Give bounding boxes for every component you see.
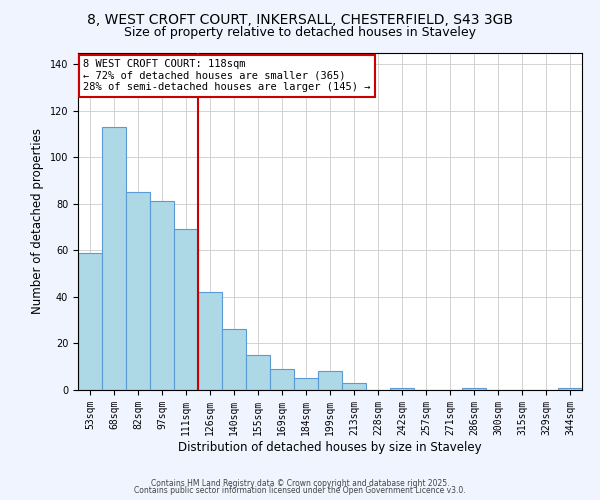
Bar [294,378,318,390]
Text: 8, WEST CROFT COURT, INKERSALL, CHESTERFIELD, S43 3GB: 8, WEST CROFT COURT, INKERSALL, CHESTERF… [87,12,513,26]
X-axis label: Distribution of detached houses by size in Staveley: Distribution of detached houses by size … [178,440,482,454]
Bar [198,292,222,390]
Bar [318,372,342,390]
Bar [270,369,294,390]
Y-axis label: Number of detached properties: Number of detached properties [31,128,44,314]
Bar [462,388,486,390]
Bar [174,230,198,390]
Text: Contains public sector information licensed under the Open Government Licence v3: Contains public sector information licen… [134,486,466,495]
Text: 8 WEST CROFT COURT: 118sqm
← 72% of detached houses are smaller (365)
28% of sem: 8 WEST CROFT COURT: 118sqm ← 72% of deta… [83,59,371,92]
Bar [78,252,102,390]
Bar [246,355,270,390]
Bar [102,127,126,390]
Bar [222,330,246,390]
Bar [150,202,174,390]
Bar [126,192,150,390]
Text: Size of property relative to detached houses in Staveley: Size of property relative to detached ho… [124,26,476,39]
Bar [390,388,414,390]
Bar [558,388,582,390]
Text: Contains HM Land Registry data © Crown copyright and database right 2025.: Contains HM Land Registry data © Crown c… [151,478,449,488]
Bar [342,383,366,390]
